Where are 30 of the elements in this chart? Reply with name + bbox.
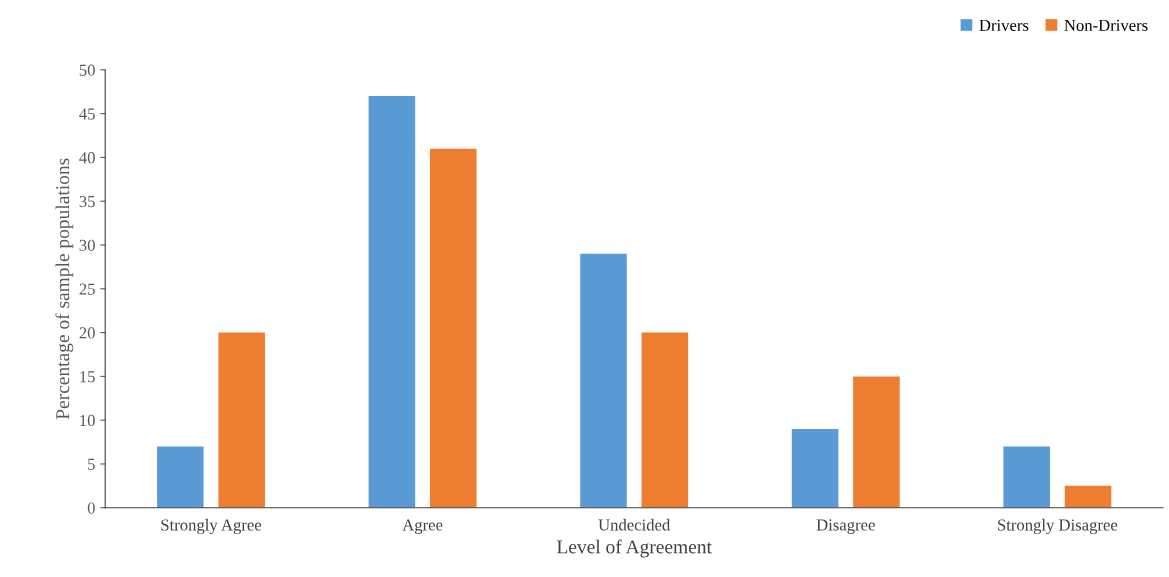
bar: [1003, 446, 1050, 508]
bar: [430, 148, 477, 508]
x-axis-title: Level of Agreement: [556, 539, 712, 558]
y-tick-label: 5: [88, 458, 95, 470]
bar: [218, 332, 265, 508]
x-tick-label: Strongly Disagree: [998, 518, 1118, 535]
y-tick-label: 30: [79, 239, 95, 251]
y-tick-label: 15: [80, 371, 95, 383]
y-tick-label: 10: [80, 414, 95, 427]
bar: [791, 428, 839, 508]
x-tick-label: Undecided: [598, 518, 671, 531]
y-tick-label: 40: [79, 152, 95, 164]
y-tick-label: 35: [79, 195, 95, 208]
bar: [641, 332, 689, 508]
bar: [368, 96, 416, 508]
y-tick-label: 45: [79, 108, 95, 120]
y-tick-label: 25: [79, 283, 95, 295]
bar: [157, 446, 204, 508]
bar: [1064, 485, 1112, 508]
bar: [580, 253, 627, 508]
y-tick-label: 50: [79, 64, 95, 76]
legend-label: Non-Drivers: [1064, 19, 1148, 31]
bar: [853, 376, 900, 508]
y-tick-label: 0: [87, 502, 95, 514]
legend-label: Drivers: [979, 19, 1029, 31]
x-tick-label: Disagree: [816, 519, 875, 534]
x-tick-label: Strongly Agree: [161, 518, 262, 535]
y-tick-label: 20: [79, 327, 95, 339]
x-tick-label: Agree: [402, 519, 443, 534]
y-axis-title: Percentage of sample populations: [55, 158, 74, 420]
